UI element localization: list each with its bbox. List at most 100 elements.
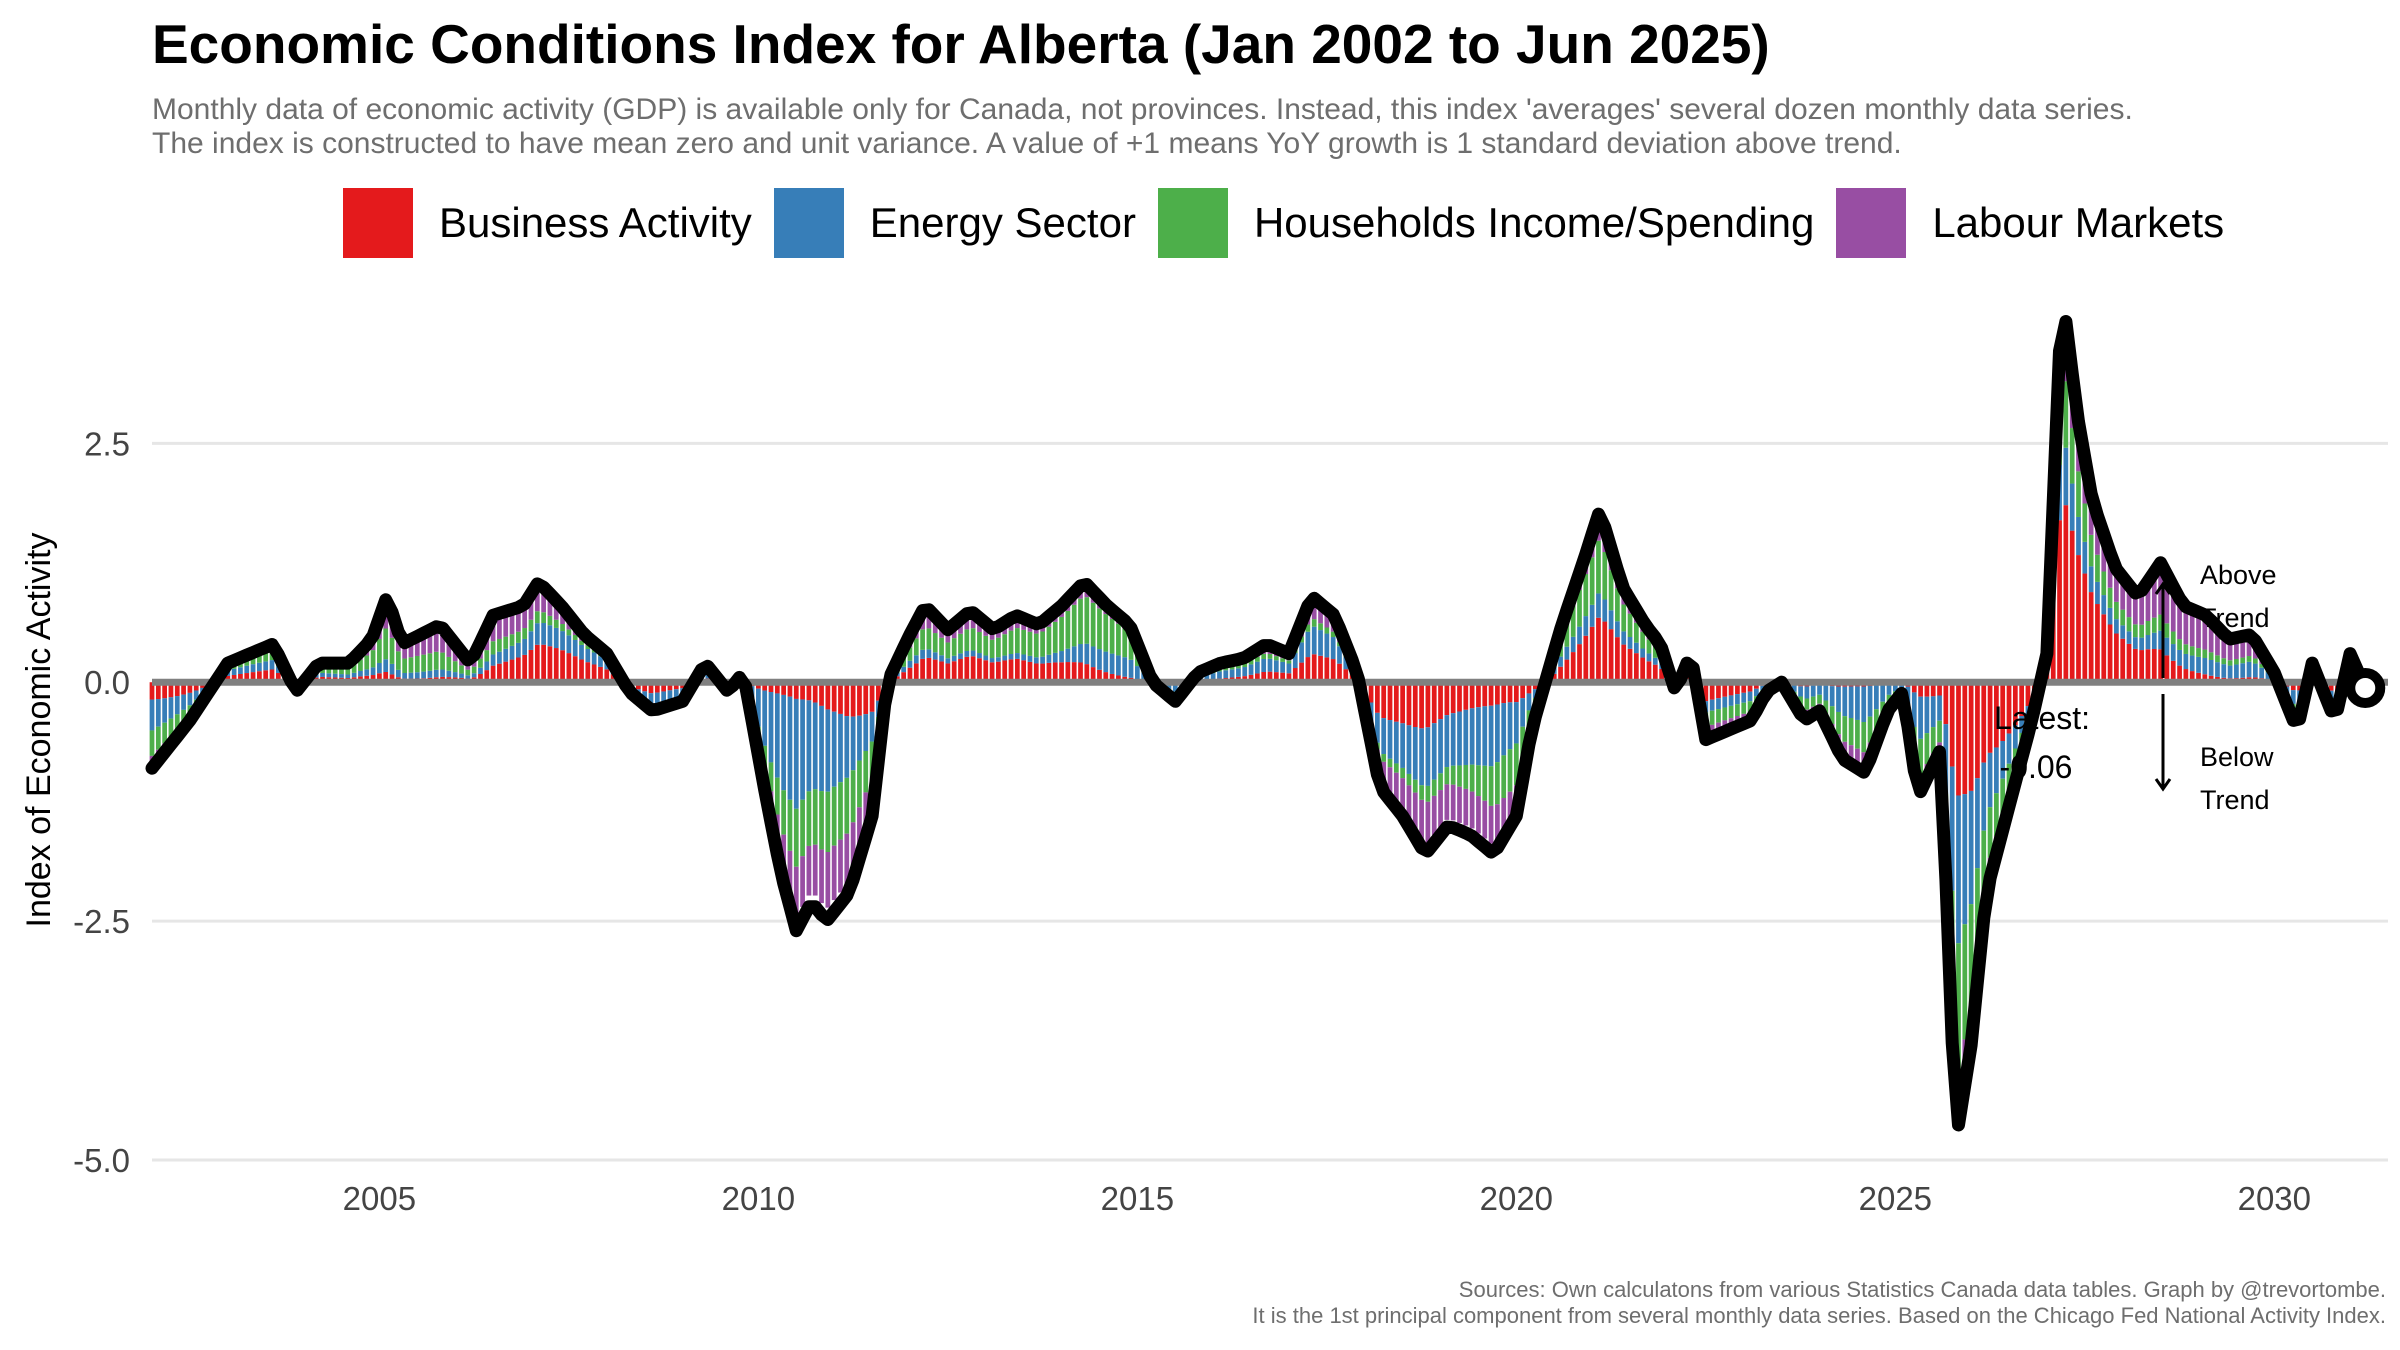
component-bar — [1280, 672, 1286, 683]
component-bar — [806, 845, 812, 896]
component-bar — [913, 638, 919, 656]
component-bar — [509, 645, 515, 660]
component-bar — [257, 662, 262, 672]
component-bar — [989, 639, 995, 659]
component-bar — [2120, 638, 2126, 683]
component-bar — [2132, 637, 2138, 649]
component-bar — [490, 641, 496, 655]
component-bar — [642, 682, 648, 692]
component-bar — [1469, 764, 1475, 792]
legend-label-business-activity: Business Activity — [439, 199, 752, 246]
component-bar — [1116, 655, 1121, 676]
component-bar — [1425, 682, 1431, 728]
component-bar — [1444, 784, 1450, 820]
component-bar — [648, 693, 654, 705]
component-bar — [1311, 602, 1317, 620]
component-bar — [2114, 601, 2119, 620]
x-tick-label: 2030 — [2238, 1180, 2311, 1217]
component-bar — [2202, 649, 2208, 658]
component-bar — [1994, 682, 1999, 748]
component-bar — [1526, 693, 1532, 711]
component-bar — [1918, 738, 1923, 775]
component-bar — [2183, 644, 2189, 654]
component-bar — [958, 653, 963, 660]
component-bar — [857, 807, 862, 850]
component-bar — [1387, 767, 1393, 795]
component-bar — [983, 660, 989, 683]
component-bar — [515, 611, 521, 632]
component-bar — [812, 702, 818, 790]
component-bar — [1381, 754, 1387, 762]
component-bar — [1387, 758, 1393, 768]
component-bar — [768, 692, 774, 763]
component-bar — [591, 652, 597, 665]
component-bar — [2177, 639, 2182, 650]
component-bar — [1273, 656, 1279, 661]
component-bar — [1261, 658, 1267, 673]
component-bar — [1482, 765, 1488, 801]
component-bar — [1242, 667, 1248, 677]
component-bar — [2139, 637, 2145, 651]
component-bar — [2215, 655, 2220, 663]
component-bar — [2227, 641, 2233, 661]
component-bar — [2177, 649, 2182, 666]
component-bar — [1172, 684, 1178, 692]
component-bar — [1052, 652, 1058, 663]
component-bar — [389, 663, 395, 675]
component-bar — [1324, 612, 1330, 628]
component-bar — [2170, 660, 2176, 683]
component-bar — [351, 672, 357, 678]
component-bar — [1924, 733, 1930, 765]
component-bar — [598, 666, 603, 683]
component-bar — [2114, 574, 2119, 602]
component-bar — [863, 750, 869, 793]
component-bar — [787, 799, 793, 851]
component-bar — [497, 638, 502, 652]
component-bar — [2227, 665, 2233, 679]
component-bar — [1084, 664, 1090, 683]
component-bar — [844, 716, 850, 778]
component-bar — [1090, 602, 1096, 647]
component-bar — [1892, 683, 1898, 692]
component-bar — [1981, 830, 1987, 894]
component-bar — [2101, 571, 2107, 596]
component-bar — [1633, 622, 1639, 643]
component-bar — [515, 657, 521, 683]
component-bar — [459, 665, 464, 674]
component-bar — [1109, 673, 1115, 683]
component-bar — [1324, 657, 1330, 683]
component-bar — [149, 730, 155, 756]
component-bar — [1608, 629, 1614, 683]
latest-value: -0.06 — [2000, 749, 2073, 785]
component-bar — [812, 682, 818, 703]
chart-title: Economic Conditions Index for Alberta (J… — [152, 13, 1770, 75]
component-bar — [1071, 604, 1077, 647]
component-bar — [1918, 682, 1923, 697]
y-tick-label: -5.0 — [73, 1142, 130, 1179]
component-bar — [838, 839, 843, 893]
component-bar — [932, 652, 938, 660]
component-bar — [1791, 685, 1797, 692]
component-bar — [1482, 706, 1488, 766]
component-bar — [1735, 694, 1740, 705]
component-bar — [1002, 660, 1008, 683]
component-bar — [427, 670, 433, 678]
component-bar — [484, 661, 490, 671]
component-bar — [964, 650, 970, 657]
component-bar — [1659, 668, 1664, 683]
component-bar — [850, 716, 856, 771]
component-bar — [1425, 801, 1431, 843]
component-bar — [907, 660, 913, 668]
component-bar — [522, 638, 528, 655]
component-bar — [1381, 682, 1387, 719]
component-bar — [263, 661, 269, 671]
component-bar — [2145, 635, 2151, 650]
component-bar — [1469, 708, 1475, 765]
component-bar — [1633, 653, 1639, 683]
component-bar — [926, 649, 932, 658]
component-bar — [1716, 722, 1721, 732]
component-bar — [1640, 648, 1646, 658]
component-bar — [2019, 682, 2025, 716]
component-bar — [534, 611, 540, 624]
